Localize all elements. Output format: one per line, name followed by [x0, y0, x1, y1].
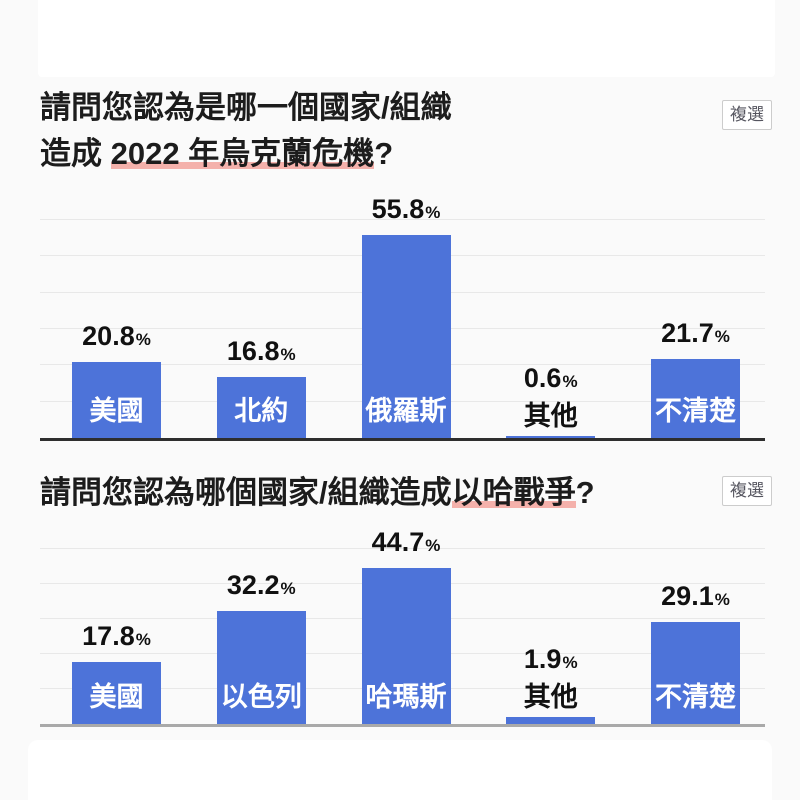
bar-group-5: 21.7% 不清楚	[651, 220, 740, 438]
percent-sign: %	[562, 371, 578, 391]
bar-value-label: 0.6%	[481, 363, 620, 397]
bar-value-label: 16.8%	[192, 336, 331, 370]
bar-category-label: 其他	[523, 682, 578, 713]
percent-sign: %	[135, 330, 151, 350]
bar	[361, 567, 451, 724]
title-text: 造成	[40, 136, 111, 171]
bar-value-label: 20.8%	[47, 321, 186, 355]
bar-group-3: 44.7% 哈瑪斯	[361, 527, 451, 724]
gridline-60	[40, 219, 765, 220]
bar-category-label: 不清楚	[655, 396, 736, 426]
bottom-card	[28, 740, 772, 800]
top-card	[38, 0, 775, 77]
bar	[361, 235, 451, 438]
title-highlight: 2022 年烏克蘭危機	[110, 136, 375, 171]
bar-category-label: 美國	[89, 682, 144, 712]
value-number: 16.8	[226, 335, 280, 366]
question-2-title: 請問您認為哪個國家/組織造成以哈戰爭?	[40, 470, 595, 516]
bar	[506, 435, 596, 438]
bar-value-label: 44.7%	[337, 527, 476, 561]
bar-group-4: 0.6% 其他	[506, 220, 596, 438]
bar-group-5: 29.1% 不清楚	[651, 549, 740, 724]
bar-category-label: 以色列	[220, 682, 302, 712]
bar	[72, 661, 161, 724]
title-text: 請問您認為是哪一個國家/組織	[40, 90, 452, 125]
title-1-line-2: 造成 2022 年烏克蘭危機?	[40, 131, 452, 177]
title-1-line-1: 請問您認為是哪一個國家/組織	[40, 85, 452, 131]
bar-value-label: 32.2%	[192, 570, 331, 604]
percent-sign: %	[280, 579, 296, 599]
bar	[506, 717, 596, 724]
bar-category-label: 不清楚	[655, 682, 736, 712]
percent-sign: %	[425, 535, 441, 555]
value-number: 32.2	[226, 570, 280, 601]
bar-category-label: 北約	[234, 396, 289, 426]
bar-value-label: 29.1%	[626, 581, 765, 615]
percent-sign: %	[425, 203, 441, 223]
value-number: 29.1	[661, 581, 714, 612]
bar-category-label: 哈瑪斯	[365, 682, 447, 712]
multiple-choice-badge-2: 複選	[722, 476, 772, 506]
percent-sign: %	[562, 653, 578, 673]
bar-group-2: 16.8% 北約	[216, 220, 306, 438]
percent-sign: %	[135, 629, 151, 649]
value-number: 20.8	[82, 321, 135, 352]
value-number: 1.9	[523, 644, 562, 675]
title-text: ?	[575, 475, 595, 510]
percent-sign: %	[714, 590, 730, 610]
question-1-title: 請問您認為是哪一個國家/組織 造成 2022 年烏克蘭危機?	[40, 85, 452, 177]
bar-value-label: 1.9%	[481, 644, 620, 678]
value-number: 44.7	[371, 526, 425, 557]
percent-sign: %	[280, 344, 296, 364]
percent-sign: %	[714, 327, 730, 347]
bar-category-label: 美國	[89, 396, 144, 426]
bar	[651, 622, 740, 724]
bar-value-label: 55.8%	[337, 194, 476, 228]
title-text: 請問您認為哪個國家/組織造成	[40, 475, 452, 510]
bar	[651, 359, 740, 438]
value-number: 17.8	[82, 620, 135, 651]
bar	[216, 376, 306, 438]
ukraine-crisis-chart: 20.8% 美國 16.8% 北約 55.8% 俄羅斯 0.6% 其他 21.7% 不清楚	[40, 194, 765, 441]
title-highlight: 以哈戰爭	[451, 475, 576, 510]
bar	[72, 362, 161, 438]
bar-group-1: 20.8% 美國	[72, 220, 161, 438]
gridline-50	[40, 548, 765, 549]
value-number: 0.6	[523, 362, 562, 393]
title-text: ?	[374, 136, 394, 171]
bar-group-1: 17.8% 美國	[72, 549, 161, 724]
israel-hamas-war-chart: 17.8% 美國 32.2% 以色列 44.7% 哈瑪斯 1.9% 其他 29.1% 不清楚	[40, 527, 765, 727]
value-number: 55.8	[371, 194, 425, 225]
bar-category-label: 俄羅斯	[365, 396, 447, 426]
bar-group-3: 55.8% 俄羅斯	[361, 194, 451, 438]
bar-value-label: 17.8%	[47, 621, 186, 655]
bar	[216, 611, 306, 724]
bar-value-label: 21.7%	[626, 318, 765, 352]
value-number: 21.7	[661, 318, 714, 349]
bar-group-4: 1.9% 其他	[506, 549, 596, 724]
bar-group-2: 32.2% 以色列	[216, 549, 306, 724]
multiple-choice-badge-1: 複選	[722, 100, 772, 130]
title-2-line-1: 請問您認為哪個國家/組織造成以哈戰爭?	[40, 470, 595, 516]
bar-category-label: 其他	[523, 400, 578, 431]
